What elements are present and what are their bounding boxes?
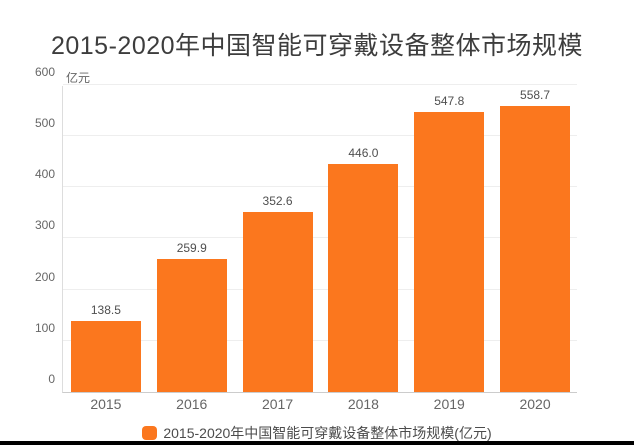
category-2015: 138.5 2015: [63, 86, 149, 412]
gridline-100: [63, 340, 577, 341]
y-axis-tick-label-300: 300: [34, 217, 55, 232]
y-axis-unit-label: 亿元: [66, 71, 91, 85]
bar-value-label-2019: 547.8: [434, 94, 465, 108]
bar-2015[interactable]: [70, 321, 141, 392]
plot-area: 亿元 0 100 200 300 400 500 600 138.5 2015 259.9 201…: [35, 65, 578, 412]
x-axis-label-2015: 2015: [90, 396, 122, 412]
category-2017: 352.6 2017: [235, 86, 321, 412]
y-axis-tick-label-600: 600: [34, 64, 55, 79]
category-2016: 259.9 2016: [149, 86, 235, 412]
bar-value-label-2020: 558.7: [520, 88, 551, 102]
gridline-600: [63, 84, 577, 85]
x-axis-label-2018: 2018: [347, 396, 379, 412]
y-axis-tick-label-200: 200: [34, 269, 55, 284]
x-axis-label-2019: 2019: [433, 396, 465, 412]
category-2019: 547.8 2019: [406, 86, 492, 412]
y-axis-tick-label-500: 500: [34, 115, 55, 130]
bar-value-label-2017: 352.6: [262, 194, 293, 208]
gridline-500: [63, 135, 577, 136]
legend: 2015-2020年中国智能可穿戴设备整体市场规模(亿元): [0, 424, 634, 441]
category-2020: 558.7 2020: [492, 86, 578, 412]
bar-value-label-2016: 259.9: [176, 241, 207, 255]
bar-value-label-2018: 446.0: [348, 146, 379, 160]
x-axis-label-2016: 2016: [176, 396, 208, 412]
legend-label[interactable]: 2015-2020年中国智能可穿戴设备整体市场规模(亿元): [163, 424, 492, 441]
y-axis-tick-label-400: 400: [34, 166, 55, 181]
x-axis-label-2017: 2017: [261, 396, 294, 412]
x-axis-label-2020: 2020: [519, 396, 551, 412]
gridline-400: [63, 186, 577, 187]
y-axis-tick-label-100: 100: [34, 320, 55, 335]
bar-2020[interactable]: [500, 106, 571, 392]
bar-value-label-2015: 138.5: [90, 303, 121, 317]
bottom-black-bar: [0, 441, 634, 445]
bar-2019[interactable]: [414, 112, 485, 392]
y-axis-tick-label-0: 0: [48, 371, 55, 386]
legend-marker[interactable]: [142, 425, 158, 440]
bar-2018[interactable]: [328, 164, 399, 392]
bar-2017[interactable]: [242, 212, 313, 392]
chart-title: 2015-2020年中国智能可穿戴设备整体市场规模: [50, 32, 584, 60]
gridline-300: [63, 237, 577, 238]
bar-2016[interactable]: [156, 259, 227, 392]
gridline-200: [63, 289, 577, 290]
category-2018: 446.0 2018: [321, 86, 407, 412]
